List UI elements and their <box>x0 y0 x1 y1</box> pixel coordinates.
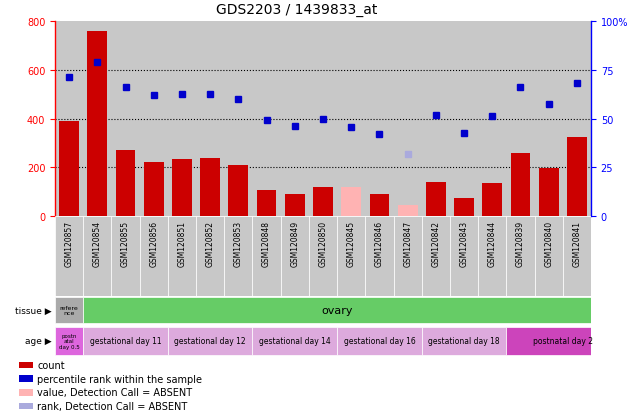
Bar <box>196 216 224 296</box>
Bar <box>59 122 79 216</box>
Text: refere
nce: refere nce <box>60 305 78 316</box>
Text: tissue ▶: tissue ▶ <box>15 306 52 315</box>
Text: GSM120857: GSM120857 <box>65 221 74 266</box>
Bar <box>200 158 220 216</box>
Bar <box>55 327 83 356</box>
Bar <box>83 216 112 296</box>
Bar <box>140 216 168 296</box>
Text: GSM120841: GSM120841 <box>572 221 581 266</box>
Bar <box>506 327 619 356</box>
Text: GSM120848: GSM120848 <box>262 221 271 266</box>
Bar <box>281 216 309 296</box>
Bar <box>539 169 558 216</box>
Bar <box>19 362 33 368</box>
Text: GSM120844: GSM120844 <box>488 221 497 266</box>
Text: GSM120851: GSM120851 <box>178 221 187 266</box>
Bar <box>454 198 474 216</box>
Bar <box>370 195 389 216</box>
Bar <box>309 216 337 296</box>
Bar <box>55 216 83 296</box>
Text: GSM120852: GSM120852 <box>206 221 215 266</box>
Bar <box>422 327 506 356</box>
Text: count: count <box>37 360 65 370</box>
Text: value, Detection Call = ABSENT: value, Detection Call = ABSENT <box>37 387 192 397</box>
Bar <box>168 327 253 356</box>
Text: age ▶: age ▶ <box>26 337 52 346</box>
Text: gestational day 12: gestational day 12 <box>174 337 246 346</box>
Text: postnatal day 2: postnatal day 2 <box>533 337 593 346</box>
Bar <box>228 166 248 216</box>
Text: GDS2203 / 1439833_at: GDS2203 / 1439833_at <box>215 3 377 17</box>
Bar <box>19 403 33 409</box>
Bar <box>313 188 333 216</box>
Text: GSM120839: GSM120839 <box>516 221 525 266</box>
Bar <box>478 216 506 296</box>
Bar <box>285 195 304 216</box>
Text: GSM120843: GSM120843 <box>460 221 469 266</box>
Text: percentile rank within the sample: percentile rank within the sample <box>37 374 202 384</box>
Bar <box>87 32 107 216</box>
Bar <box>144 163 163 216</box>
Text: GSM120842: GSM120842 <box>431 221 440 266</box>
Bar <box>224 216 253 296</box>
Text: rank, Detection Call = ABSENT: rank, Detection Call = ABSENT <box>37 401 187 411</box>
Bar <box>511 153 530 216</box>
Text: GSM120856: GSM120856 <box>149 221 158 266</box>
Text: gestational day 18: gestational day 18 <box>428 337 500 346</box>
Text: GSM120850: GSM120850 <box>319 221 328 266</box>
Text: postn
atal
day 0.5: postn atal day 0.5 <box>59 333 79 349</box>
Text: gestational day 11: gestational day 11 <box>90 337 162 346</box>
Bar <box>506 216 535 296</box>
Bar <box>422 216 450 296</box>
Bar <box>394 216 422 296</box>
Bar <box>256 191 276 216</box>
Text: GSM120846: GSM120846 <box>375 221 384 266</box>
Bar <box>337 327 422 356</box>
Text: gestational day 16: gestational day 16 <box>344 337 415 346</box>
Text: GSM120854: GSM120854 <box>93 221 102 266</box>
Text: GSM120840: GSM120840 <box>544 221 553 266</box>
Bar <box>112 216 140 296</box>
Text: GSM120849: GSM120849 <box>290 221 299 266</box>
Text: gestational day 14: gestational day 14 <box>259 337 331 346</box>
Bar <box>563 216 591 296</box>
Text: GSM120845: GSM120845 <box>347 221 356 266</box>
Text: GSM120853: GSM120853 <box>234 221 243 266</box>
Bar <box>115 151 135 216</box>
Bar <box>83 327 168 356</box>
Bar <box>19 375 33 382</box>
Bar <box>253 216 281 296</box>
Bar <box>55 297 83 324</box>
Bar <box>483 184 502 216</box>
Text: GSM120847: GSM120847 <box>403 221 412 266</box>
Bar <box>450 216 478 296</box>
Bar <box>398 206 417 216</box>
Text: GSM120855: GSM120855 <box>121 221 130 266</box>
Bar <box>535 216 563 296</box>
Bar <box>342 188 361 216</box>
Text: ovary: ovary <box>321 305 353 315</box>
Bar <box>426 183 445 216</box>
Bar <box>567 138 587 216</box>
Bar <box>253 327 337 356</box>
Bar <box>168 216 196 296</box>
Bar <box>365 216 394 296</box>
Bar <box>172 159 192 216</box>
Bar <box>19 389 33 396</box>
Bar <box>337 216 365 296</box>
